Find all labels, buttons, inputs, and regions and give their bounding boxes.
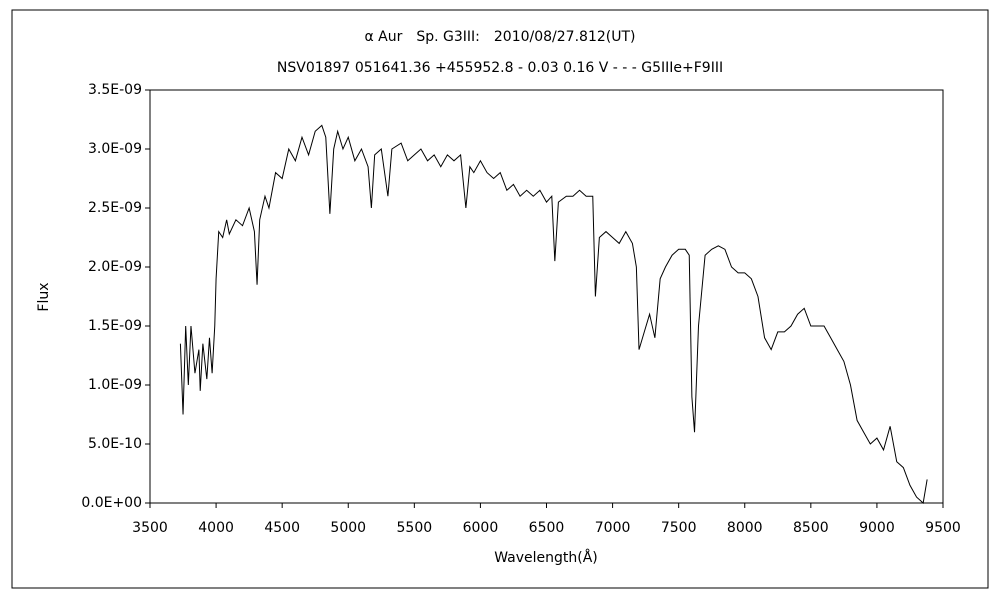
x-tick-label: 8500	[793, 520, 829, 536]
x-tick-label: 4000	[198, 520, 234, 536]
y-tick-label: 3.0E-09	[88, 141, 142, 157]
x-tick-label: 6000	[463, 520, 499, 536]
x-tick-label: 7500	[661, 520, 697, 536]
x-tick-label: 5000	[330, 520, 366, 536]
y-tick-label: 3.5E-09	[88, 82, 142, 98]
x-tick-label: 6500	[529, 520, 565, 536]
x-tick-label: 3500	[132, 520, 168, 536]
y-tick-label: 1.0E-09	[88, 377, 142, 393]
x-tick-label: 9500	[925, 520, 961, 536]
y-tick-label: 0.0E+00	[81, 495, 142, 511]
chart-subtitle: NSV01897 051641.36 +455952.8 - 0.03 0.16…	[277, 60, 723, 76]
y-axis-label: Flux	[36, 282, 52, 311]
x-axis-label: Wavelength(Å)	[494, 549, 598, 566]
spectrum-line	[179, 124, 928, 504]
x-tick-label: 5500	[397, 520, 433, 536]
x-tick-label: 9000	[859, 520, 895, 536]
chart-frame	[11, 9, 989, 589]
y-tick-label: 2.0E-09	[88, 259, 142, 275]
y-tick-label: 5.0E-10	[88, 436, 142, 452]
chart-title: α Aur Sp. G3III: 2010/08/27.812(UT)	[364, 29, 635, 45]
y-tick-label: 2.5E-09	[88, 200, 142, 216]
y-tick-label: 1.5E-09	[88, 318, 142, 334]
x-tick-label: 8000	[727, 520, 763, 536]
x-tick-label: 7000	[595, 520, 631, 536]
x-tick-label: 4500	[264, 520, 300, 536]
